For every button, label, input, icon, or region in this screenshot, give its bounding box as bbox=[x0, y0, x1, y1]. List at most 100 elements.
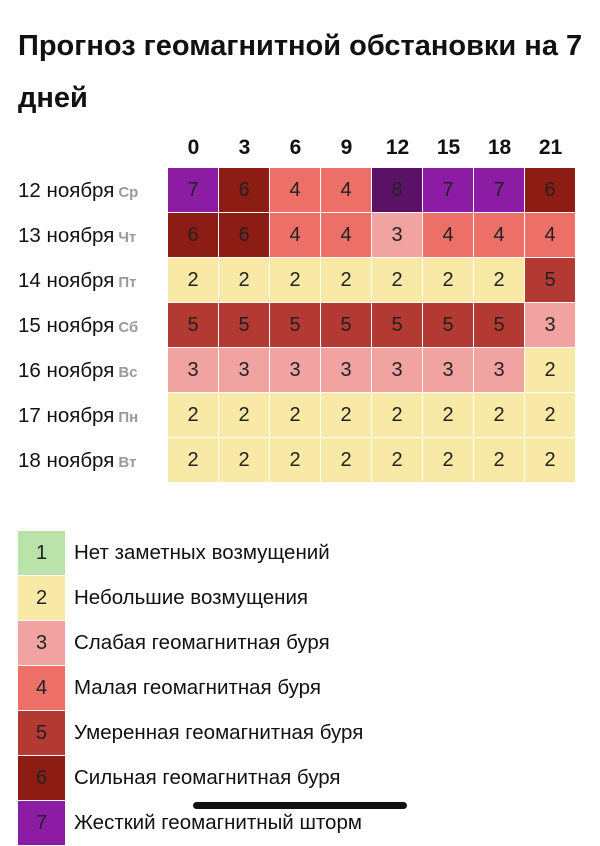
forecast-cell: 4 bbox=[525, 213, 575, 257]
legend-item: 1 Нет заметных возмущений bbox=[18, 531, 363, 575]
day-row: 18 ноября Вт 2 2 2 2 2 2 2 2 bbox=[0, 438, 576, 483]
legend-label: Слабая геомагнитная буря bbox=[74, 631, 330, 654]
hour-label: 12 bbox=[385, 136, 410, 159]
weekday-text: Пт bbox=[118, 273, 137, 291]
legend: 1 Нет заметных возмущений 2 Небольшие возму… bbox=[18, 531, 363, 846]
forecast-cell: 4 bbox=[423, 213, 473, 257]
forecast-cell: 6 bbox=[219, 168, 269, 212]
forecast-cell: 3 bbox=[168, 348, 218, 392]
legend-swatch: 7 bbox=[18, 801, 65, 845]
legend-swatch: 3 bbox=[18, 621, 65, 665]
day-row: 15 ноября Сб 5 5 5 5 5 5 5 3 bbox=[0, 303, 576, 348]
forecast-cell: 2 bbox=[219, 438, 269, 482]
weekday-text: Чт bbox=[118, 228, 137, 246]
legend-label: Малая геомагнитная буря bbox=[74, 676, 321, 699]
forecast-cell: 8 bbox=[372, 168, 422, 212]
forecast-cell: 2 bbox=[474, 438, 524, 482]
forecast-cell: 2 bbox=[474, 258, 524, 302]
weekday-text: Вт bbox=[118, 453, 137, 471]
forecast-cell: 3 bbox=[525, 303, 575, 347]
forecast-cell: 5 bbox=[219, 303, 269, 347]
day-label: 17 ноября Пн bbox=[0, 404, 168, 428]
forecast-cell: 3 bbox=[270, 348, 320, 392]
weekday-text: Вс bbox=[118, 363, 138, 381]
forecast-cell: 5 bbox=[372, 303, 422, 347]
hour-label: 0 bbox=[187, 136, 200, 159]
forecast-cell: 7 bbox=[423, 168, 473, 212]
date-text: 12 ноября bbox=[18, 178, 115, 202]
forecast-grid: 12 ноября Ср 7 6 4 4 8 7 7 6 13 ноября Чт 6 6 4 4 3 4 4 4 14… bbox=[0, 168, 576, 483]
forecast-cell: 5 bbox=[321, 303, 371, 347]
weekday-text: Сб bbox=[118, 318, 139, 336]
day-row: 16 ноября Вс 3 3 3 3 3 3 3 2 bbox=[0, 348, 576, 393]
day-label: 13 ноября Чт bbox=[0, 224, 168, 248]
hour-label: 18 bbox=[487, 136, 512, 159]
day-label: 12 ноября Ср bbox=[0, 179, 168, 203]
forecast-cell: 7 bbox=[474, 168, 524, 212]
forecast-cell: 2 bbox=[270, 438, 320, 482]
forecast-cell: 3 bbox=[372, 213, 422, 257]
forecast-cell: 2 bbox=[270, 258, 320, 302]
legend-label: Жесткий геомагнитный шторм bbox=[74, 811, 362, 834]
forecast-cell: 4 bbox=[321, 213, 371, 257]
date-text: 15 ноября bbox=[18, 313, 115, 337]
forecast-cell: 5 bbox=[423, 303, 473, 347]
forecast-cell: 2 bbox=[423, 393, 473, 437]
date-text: 17 ноября bbox=[18, 403, 115, 427]
forecast-cell: 6 bbox=[168, 213, 218, 257]
forecast-cell: 3 bbox=[321, 348, 371, 392]
forecast-cell: 2 bbox=[270, 393, 320, 437]
forecast-cell: 5 bbox=[168, 303, 218, 347]
forecast-cell: 3 bbox=[372, 348, 422, 392]
day-row: 12 ноября Ср 7 6 4 4 8 7 7 6 bbox=[0, 168, 576, 213]
legend-label: Сильная геомагнитная буря bbox=[74, 766, 341, 789]
legend-item: 4 Малая геомагнитная буря bbox=[18, 666, 363, 710]
forecast-cell: 5 bbox=[474, 303, 524, 347]
forecast-cell: 5 bbox=[525, 258, 575, 302]
forecast-cell: 4 bbox=[474, 213, 524, 257]
legend-swatch: 4 bbox=[18, 666, 65, 710]
day-label: 16 ноября Вс bbox=[0, 359, 168, 383]
hour-label: 6 bbox=[289, 136, 302, 159]
forecast-cell: 4 bbox=[270, 168, 320, 212]
legend-label: Умеренная геомагнитная буря bbox=[74, 721, 364, 744]
legend-item: 6 Сильная геомагнитная буря bbox=[18, 756, 363, 800]
day-label: 18 ноября Вт bbox=[0, 449, 168, 473]
forecast-cell: 5 bbox=[270, 303, 320, 347]
legend-swatch: 2 bbox=[18, 576, 65, 620]
legend-swatch: 6 bbox=[18, 756, 65, 800]
date-text: 18 ноября bbox=[18, 448, 115, 472]
forecast-cell: 3 bbox=[219, 348, 269, 392]
hour-header-row: 0 3 6 9 12 15 18 21 bbox=[168, 130, 576, 166]
hour-label: 21 bbox=[538, 136, 563, 159]
forecast-cell: 2 bbox=[474, 393, 524, 437]
forecast-cell: 6 bbox=[525, 168, 575, 212]
forecast-cell: 2 bbox=[321, 438, 371, 482]
legend-label: Небольшие возмущения bbox=[74, 586, 309, 609]
forecast-cell: 7 bbox=[168, 168, 218, 212]
forecast-cell: 2 bbox=[525, 393, 575, 437]
home-indicator[interactable] bbox=[193, 802, 407, 809]
forecast-cell: 2 bbox=[168, 258, 218, 302]
forecast-cell: 2 bbox=[423, 258, 473, 302]
legend-swatch: 1 bbox=[18, 531, 65, 575]
forecast-cell: 2 bbox=[168, 393, 218, 437]
forecast-cell: 2 bbox=[168, 438, 218, 482]
legend-item: 3 Слабая геомагнитная буря bbox=[18, 621, 363, 665]
weekday-text: Пн bbox=[118, 408, 139, 426]
hour-label: 3 bbox=[238, 136, 251, 159]
forecast-cell: 2 bbox=[321, 258, 371, 302]
forecast-cell: 2 bbox=[372, 258, 422, 302]
weekday-text: Ср bbox=[118, 183, 139, 201]
forecast-cell: 2 bbox=[423, 438, 473, 482]
forecast-cell: 2 bbox=[321, 393, 371, 437]
legend-item: 2 Небольшие возмущения bbox=[18, 576, 363, 620]
forecast-cell: 2 bbox=[372, 393, 422, 437]
date-text: 13 ноября bbox=[18, 223, 115, 247]
